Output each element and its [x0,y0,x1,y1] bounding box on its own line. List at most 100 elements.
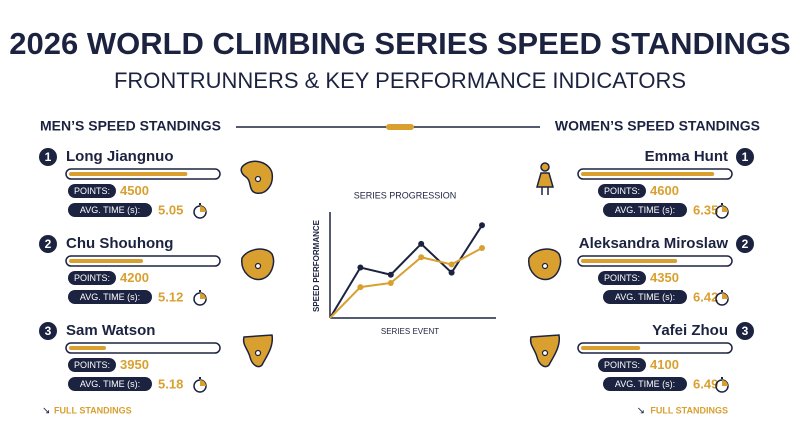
points-value: 4500 [120,183,149,198]
rank-badge [736,235,754,253]
time-value: 6.49 [693,376,718,391]
rank-badge [39,322,57,340]
points-pill [598,358,646,372]
arrow: ↘ [637,406,645,417]
points-pill [598,271,646,285]
rank: 3 [742,324,749,338]
points-label: POINTS: [604,273,640,283]
rank: 3 [45,324,52,338]
rank: 2 [742,237,749,251]
time-pill [603,290,687,304]
rank-badge [39,148,57,166]
hold-icon [242,334,274,368]
hold-bolt [254,349,262,357]
athlete-name: Emma Hunt [645,148,728,165]
time-label: AVG. TIME (s): [615,205,675,215]
points-bar [581,259,678,263]
series-point [357,284,364,291]
points-track [65,342,221,354]
rank-badge [736,148,754,166]
series-point [387,271,394,278]
time-value: 6.42 [693,289,718,304]
hold-bolt [254,175,262,183]
points-pill [68,184,116,198]
points-label: POINTS: [74,186,110,196]
title: 2026 WORLD CLIMBING SERIES SPEED STANDIN… [9,26,790,61]
line-chart: SERIES PROGRESSION SERIES EVENT SPEED PE… [312,190,496,336]
time-pill [68,377,152,391]
hold-icon [240,160,274,194]
time-pill [603,203,687,217]
men-link[interactable]: FULL STANDINGS [54,405,132,415]
series-line [329,224,483,319]
stopwatch-icon [722,293,728,299]
time-value: 5.12 [158,289,183,304]
points-value: 4200 [120,270,149,285]
athlete-name: Aleksandra Miroslaw [579,235,729,252]
person-icon [540,162,550,172]
series-line [329,247,483,319]
time-label: AVG. TIME (s): [80,292,140,302]
athlete-name: Sam Watson [66,322,155,339]
points-pill [598,184,646,198]
points-label: POINTS: [604,186,640,196]
points-value: 4600 [650,183,679,198]
time-pill [603,377,687,391]
men-heading: MEN’S SPEED STANDINGS [40,118,221,134]
hold-bolt [254,262,262,270]
points-bar [581,172,715,176]
women-heading: WOMEN’S SPEED STANDINGS [555,118,760,134]
series-point [357,264,364,271]
time-pill [68,290,152,304]
series-point [448,261,455,268]
points-bar [69,172,188,176]
time-pill [68,203,152,217]
athlete-name: Yafei Zhou [652,322,728,339]
time-label: AVG. TIME (s): [615,379,675,389]
hold-icon [529,334,561,368]
person-icon [536,172,554,195]
series-point [448,269,455,276]
chart-title: SERIES PROGRESSION [354,190,457,200]
hold-icon [241,248,275,281]
rank: 2 [45,237,52,251]
rank: 1 [45,150,52,164]
stopwatch-icon [200,206,206,212]
series-point [418,240,425,247]
points-label: POINTS: [74,360,110,370]
points-bar [69,259,143,263]
x-label: SERIES EVENT [381,327,439,336]
points-value: 3950 [120,357,149,372]
subtitle: FRONTRUNNERS & KEY PERFORMANCE INDICATOR… [114,68,686,93]
stopwatch-icon [200,380,206,386]
points-pill [68,358,116,372]
athlete-name: Chu Shouhong [66,235,173,252]
time-value: 5.18 [158,376,183,391]
arrow: ↘ [42,406,50,417]
time-label: AVG. TIME (s): [80,205,140,215]
points-value: 4350 [650,270,679,285]
time-label: AVG. TIME (s): [615,292,675,302]
series-point [479,222,485,229]
points-track [577,342,733,354]
divider-accent [386,124,414,130]
points-value: 4100 [650,357,679,372]
y-label: SPEED PERFORMANCE [312,219,321,312]
points-bar [69,346,106,350]
stopwatch-icon [200,293,206,299]
women-link[interactable]: FULL STANDINGS [650,405,728,415]
hold-icon [528,248,562,281]
rank: 1 [742,150,749,164]
time-label: AVG. TIME (s): [80,379,140,389]
time-value: 6.35 [693,202,718,217]
series-point [387,279,394,286]
rank-badge [39,235,57,253]
points-bar [581,346,641,350]
rank-badge [736,322,754,340]
athlete-name: Long Jiangnuo [66,148,173,165]
stopwatch-icon [722,380,728,386]
stopwatch-icon [722,206,728,212]
time-value: 5.05 [158,202,183,217]
series-point [479,244,485,251]
